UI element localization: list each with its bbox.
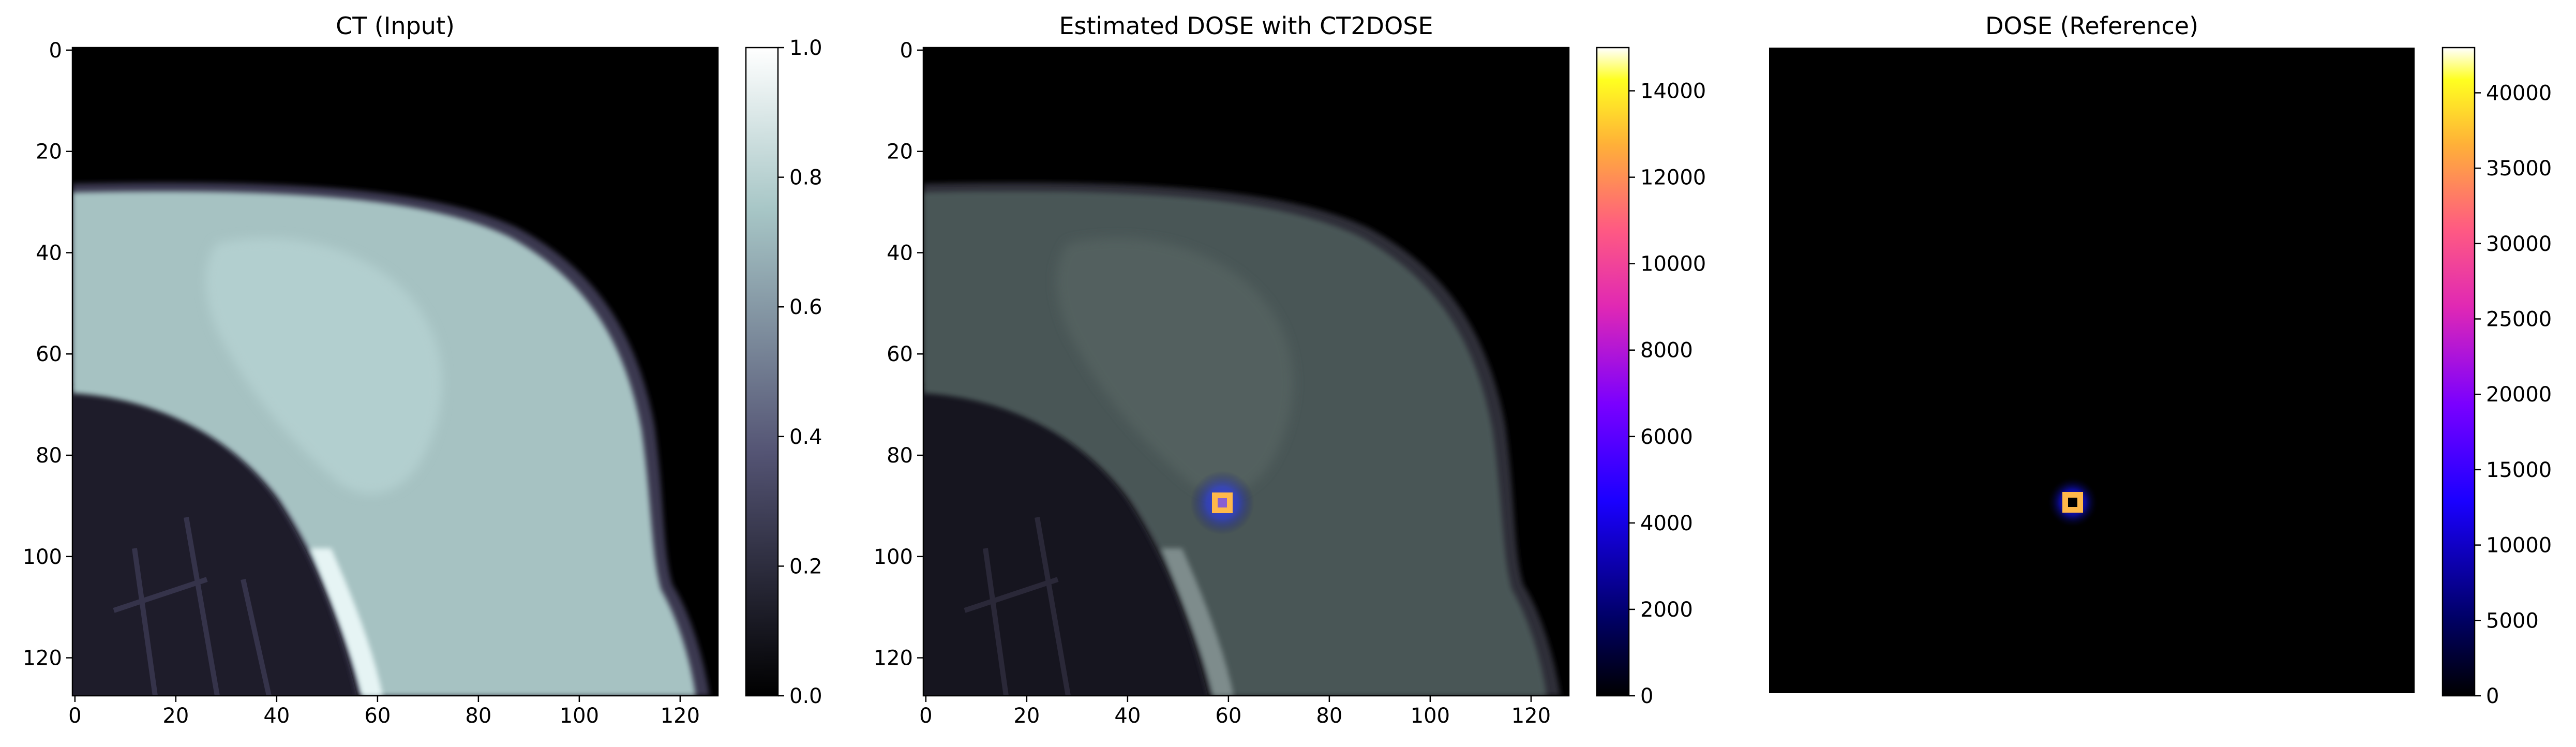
x-tick-label: 100 (1411, 704, 1450, 728)
x-tick-label: 80 (1316, 704, 1342, 728)
colorbar-tick-label: 0.0 (789, 684, 822, 708)
colorbar-tick-label: 15000 (2486, 458, 2552, 482)
colorbar-ticks: 0 5000 10000 15000 20000 25000 30000 35000 40000 (2475, 81, 2552, 708)
colorbar-tick-label: 40000 (2486, 81, 2552, 105)
y-tick-label: 80 (36, 444, 62, 468)
colorbar-ticks: 0.0 0.2 0.4 0.6 0.8 1.0 (778, 36, 822, 708)
y-tick-label: 40 (36, 241, 62, 265)
y-tick-label: 0 (900, 39, 913, 63)
x-tick-label: 100 (560, 704, 599, 728)
colorbar-tick-label: 0 (1640, 684, 1653, 708)
colorbar (1596, 47, 1630, 697)
y-tick-label: 100 (874, 545, 913, 569)
x-tick-label: 0 (919, 704, 932, 728)
panel-title: DOSE (Reference) (1985, 12, 2198, 40)
y-tick-label: 120 (23, 647, 62, 670)
colorbar-tick-label: 14000 (1640, 80, 1706, 103)
y-tick-label: 0 (49, 39, 62, 63)
y-tick-label: 40 (887, 241, 913, 265)
y-tick-label: 20 (887, 140, 913, 164)
x-tick-label: 20 (162, 704, 189, 728)
colorbar-tick-label: 8000 (1640, 339, 1693, 363)
colorbar (2442, 47, 2476, 697)
y-tick-label: 100 (23, 545, 62, 569)
x-axis-ticks: 0 20 40 60 80 100 120 (68, 696, 700, 728)
colorbar-tick-label: 5000 (2486, 609, 2539, 633)
panel-title: Estimated DOSE with CT2DOSE (1059, 12, 1433, 40)
colorbar-tick-label: 30000 (2486, 232, 2552, 256)
y-tick-label: 60 (36, 342, 62, 366)
ct-image (72, 48, 718, 696)
colorbar-tick-label: 12000 (1640, 166, 1706, 190)
x-tick-label: 40 (263, 704, 290, 728)
colorbar-tick-label: 2000 (1640, 598, 1693, 622)
colorbar-tick-label: 35000 (2486, 157, 2552, 181)
x-axis-ticks: 0 20 40 60 80 100 120 (919, 696, 1551, 728)
colorbar-tick-label: 1.0 (789, 36, 822, 60)
colorbar-tick-label: 10000 (1640, 252, 1706, 276)
colorbar-tick-label: 6000 (1640, 425, 1693, 449)
y-axis-ticks: 0 20 40 60 80 100 120 (23, 39, 72, 670)
colorbar-tick-label: 20000 (2486, 383, 2552, 407)
colorbar-tick-label: 25000 (2486, 308, 2552, 332)
panel-dose-reference: DOSE (Reference) 0 5000 10000 15000 20000 250… (1769, 12, 2552, 708)
colorbar-ticks: 0 2000 4000 6000 8000 10000 12000 14000 (1629, 80, 1706, 708)
y-tick-label: 20 (36, 140, 62, 164)
panel-title: CT (Input) (336, 12, 455, 40)
x-tick-label: 40 (1114, 704, 1141, 728)
x-tick-label: 20 (1013, 704, 1040, 728)
colorbar-tick-label: 0.2 (789, 555, 822, 578)
x-tick-label: 120 (661, 704, 700, 728)
colorbar-tick-label: 0.4 (789, 425, 822, 449)
x-tick-label: 0 (68, 704, 81, 728)
colorbar-tick-label: 0 (2486, 684, 2499, 708)
panel-ct-input: CT (Input) 0 20 40 60 80 100 120 0 20 40 60 80 100 1… (23, 12, 822, 728)
x-tick-label: 60 (1215, 704, 1241, 728)
estimated-dose-image (923, 48, 1569, 696)
x-tick-label: 120 (1511, 704, 1551, 728)
panel-estimated-dose: Estimated DOSE with CT2DOSE 0 20 40 60 80 100… (874, 12, 1706, 728)
colorbar-tick-label: 10000 (2486, 534, 2552, 558)
colorbar (745, 47, 779, 697)
colorbar-tick-label: 4000 (1640, 512, 1693, 535)
y-tick-label: 120 (874, 647, 913, 670)
x-tick-label: 80 (465, 704, 491, 728)
y-axis-ticks: 0 20 40 60 80 100 120 (874, 39, 923, 670)
colorbar-tick-label: 0.6 (789, 295, 822, 319)
x-tick-label: 60 (364, 704, 391, 728)
reference-dose-image (1769, 48, 2415, 693)
y-tick-label: 60 (887, 342, 913, 366)
y-tick-label: 80 (887, 444, 913, 468)
colorbar-tick-label: 0.8 (789, 166, 822, 190)
